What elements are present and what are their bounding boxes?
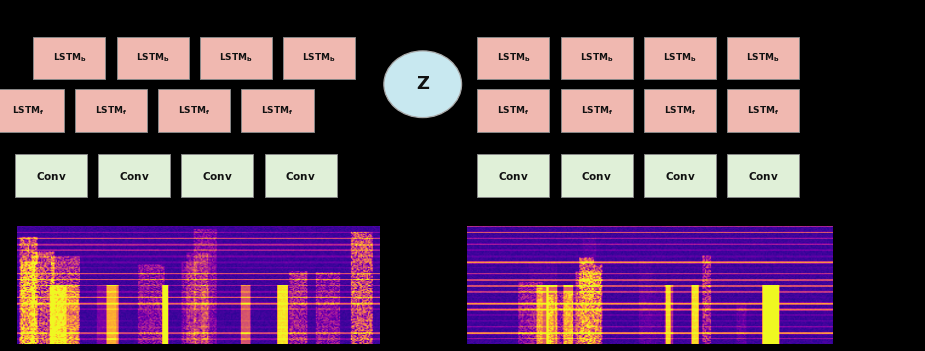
FancyBboxPatch shape [644,89,716,132]
FancyBboxPatch shape [181,154,253,197]
FancyBboxPatch shape [75,89,147,132]
FancyBboxPatch shape [561,154,633,197]
FancyBboxPatch shape [477,154,549,197]
Text: $\mathbf{LSTM_{f}}$: $\mathbf{LSTM_{f}}$ [12,104,43,117]
FancyBboxPatch shape [265,154,337,197]
FancyBboxPatch shape [727,154,799,197]
Text: $\mathbf{LSTM_{f}}$: $\mathbf{LSTM_{f}}$ [95,104,127,117]
FancyBboxPatch shape [644,37,716,79]
FancyBboxPatch shape [644,154,716,197]
FancyBboxPatch shape [158,89,230,132]
FancyBboxPatch shape [200,37,272,79]
Text: $\mathbf{LSTM_{f}}$: $\mathbf{LSTM_{f}}$ [179,104,210,117]
Text: $\mathbf{Conv}$: $\mathbf{Conv}$ [664,170,696,181]
FancyBboxPatch shape [98,154,170,197]
Text: $\mathbf{LSTM_{b}}$: $\mathbf{LSTM_{b}}$ [219,52,253,64]
Text: $\mathbf{LSTM_{f}}$: $\mathbf{LSTM_{f}}$ [747,104,779,117]
Text: $\mathbf{Conv}$: $\mathbf{Conv}$ [285,170,316,181]
Text: $\mathbf{Z}$: $\mathbf{Z}$ [415,75,430,93]
FancyBboxPatch shape [727,37,799,79]
Text: $\mathbf{LSTM_{b}}$: $\mathbf{LSTM_{b}}$ [497,52,530,64]
FancyBboxPatch shape [561,37,633,79]
Text: $\mathbf{Conv}$: $\mathbf{Conv}$ [202,170,233,181]
Text: $\mathbf{LSTM_{b}}$: $\mathbf{LSTM_{b}}$ [663,52,697,64]
Text: $\mathbf{Conv}$: $\mathbf{Conv}$ [747,170,779,181]
Text: $\mathbf{Conv}$: $\mathbf{Conv}$ [581,170,612,181]
Text: $\mathbf{Conv}$: $\mathbf{Conv}$ [118,170,150,181]
FancyBboxPatch shape [241,89,314,132]
Text: $\mathbf{LSTM_{f}}$: $\mathbf{LSTM_{f}}$ [664,104,696,117]
Text: $\mathbf{LSTM_{b}}$: $\mathbf{LSTM_{b}}$ [580,52,613,64]
Text: $\mathbf{LSTM_{b}}$: $\mathbf{LSTM_{b}}$ [302,52,336,64]
FancyBboxPatch shape [15,154,87,197]
Text: $\mathbf{LSTM_{b}}$: $\mathbf{LSTM_{b}}$ [53,52,86,64]
FancyBboxPatch shape [117,37,189,79]
Text: $\mathbf{LSTM_{f}}$: $\mathbf{LSTM_{f}}$ [262,104,293,117]
FancyBboxPatch shape [283,37,355,79]
FancyBboxPatch shape [561,89,633,132]
FancyBboxPatch shape [477,37,549,79]
FancyBboxPatch shape [727,89,799,132]
Text: $\mathbf{LSTM_{b}}$: $\mathbf{LSTM_{b}}$ [136,52,169,64]
Text: $\mathbf{LSTM_{f}}$: $\mathbf{LSTM_{f}}$ [498,104,529,117]
FancyBboxPatch shape [477,89,549,132]
FancyBboxPatch shape [33,37,105,79]
Text: $\mathbf{Conv}$: $\mathbf{Conv}$ [35,170,67,181]
Text: $\mathbf{LSTM_{b}}$: $\mathbf{LSTM_{b}}$ [746,52,780,64]
Text: $\mathbf{LSTM_{f}}$: $\mathbf{LSTM_{f}}$ [581,104,612,117]
FancyBboxPatch shape [0,89,64,132]
Ellipse shape [384,51,462,118]
Text: $\mathbf{Conv}$: $\mathbf{Conv}$ [498,170,529,181]
